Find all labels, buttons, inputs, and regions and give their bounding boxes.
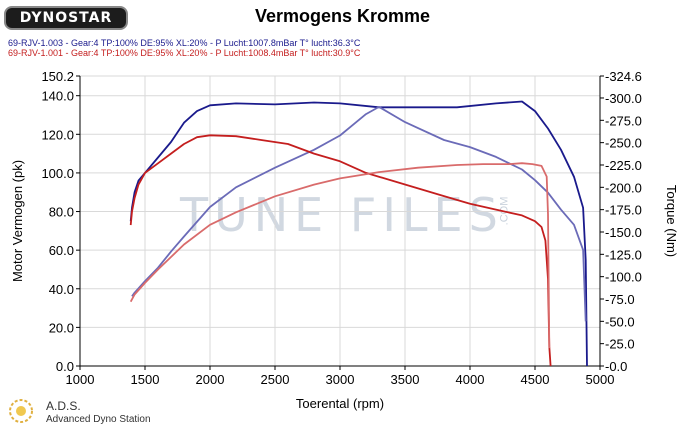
- y2-axis-label: Torque (Nm): [664, 185, 679, 257]
- y-tick-label: 150.2: [41, 69, 74, 84]
- ads-logo-icon: [9, 399, 33, 423]
- dynostar-logo: DYNOSTAR: [4, 6, 128, 30]
- y-tick-label: 40.0: [49, 282, 74, 297]
- series-line-69-rjv-1.003-torque: [131, 106, 587, 322]
- series-line-69-rjv-1.001-torque: [129, 162, 551, 349]
- y-axis-label: Motor Vermogen (pk): [10, 160, 25, 282]
- y2-tick-label: -250.0: [605, 136, 642, 151]
- y2-tick-label: -125.0: [605, 247, 642, 262]
- logo-text: DYNOSTAR: [19, 10, 113, 26]
- y-tick-label: 120.0: [41, 127, 74, 142]
- y2-tick-label: -200.0: [605, 180, 642, 195]
- y2-tick-label: -300.0: [605, 91, 642, 106]
- run-info-1: 69-RJV-1.003 - Gear:4 TP:100% DE:95% XL:…: [8, 38, 361, 48]
- x-tick-label: 1000: [66, 372, 95, 387]
- y-tick-label: 20.0: [49, 320, 74, 335]
- y2-tick-label: -0.0: [605, 359, 627, 374]
- y-tick-label: 0.0: [56, 359, 74, 374]
- chart-title: Vermogens Kromme: [254, 6, 431, 26]
- y2-tick-label: -75.0: [605, 292, 635, 307]
- run-info-2: 69-RJV-1.001 - Gear:4 TP:100% DE:95% XL:…: [8, 48, 361, 58]
- x-tick-label: 4500: [521, 372, 550, 387]
- y2-tick-label: -100.0: [605, 270, 642, 285]
- x-axis-label: Toerental (rpm): [296, 396, 384, 411]
- y-tick-label: 100.0: [41, 166, 74, 181]
- y2-tick-label: -175.0: [605, 203, 642, 218]
- y2-tick-label: -150.0: [605, 225, 642, 240]
- x-tick-label: 4000: [456, 372, 485, 387]
- footer-ads: A.D.S.: [46, 399, 81, 413]
- x-tick-label: 2500: [261, 372, 290, 387]
- y-tick-label: 60.0: [49, 243, 74, 258]
- y2-tick-label: -25.0: [605, 337, 635, 352]
- x-tick-label: 3500: [391, 372, 420, 387]
- x-tick-label: 3000: [326, 372, 355, 387]
- x-tick-label: 5000: [586, 372, 615, 387]
- y2-tick-label: -225.0: [605, 158, 642, 173]
- series-line-69-rjv-1.001-power: [129, 134, 552, 367]
- y-tick-label: 140.0: [41, 89, 74, 104]
- y-tick-label: 80.0: [49, 205, 74, 220]
- footer-ads-full: Advanced Dyno Station: [46, 414, 151, 425]
- y2-tick-label: -50.0: [605, 314, 635, 329]
- y2-tick-label: -324.6: [605, 69, 642, 84]
- x-tick-label: 2000: [196, 372, 225, 387]
- x-tick-label: 1500: [131, 372, 160, 387]
- y2-tick-label: -275.0: [605, 113, 642, 128]
